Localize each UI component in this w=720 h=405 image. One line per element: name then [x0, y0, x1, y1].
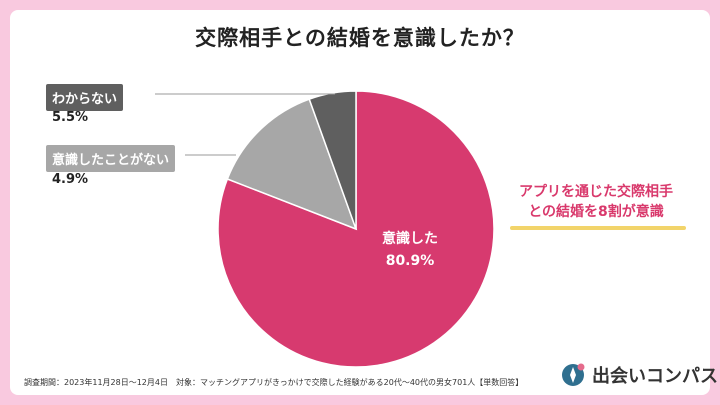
pct-wakaranai: 5.5% [52, 110, 89, 125]
pie-slice-2 [308, 90, 357, 230]
brand-logo: 出会いコンパス [560, 362, 718, 388]
label-ishiki-nai: 意識したことがない [46, 145, 176, 172]
label-wakaranai: わからない [46, 84, 124, 111]
callout-line1: アプリを通じた交際相手 [519, 184, 673, 200]
slice-label-ishiki-shita: 意識した 80.9% [375, 228, 445, 272]
slice-label-text: 意識した [382, 231, 438, 247]
callout-underline [510, 226, 686, 230]
compass-icon [562, 363, 585, 386]
slice-label-pct: 80.9% [385, 253, 435, 269]
pie-slice-0 [217, 90, 495, 368]
pct-ishiki-nai: 4.9% [52, 172, 89, 187]
callout-line2: との結婚を8割が意識 [528, 204, 664, 220]
pie-slice-1 [226, 98, 358, 231]
chart-title: 交際相手との結婚を意識したか？ [195, 26, 525, 50]
footnote: 調査期間：2023年11月28日〜12月4日 対象：マッチングアプリがきっかけで… [24, 378, 524, 387]
callout-text: アプリを通じた交際相手 との結婚を8割が意識 [506, 182, 686, 222]
brand-name: 出会いコンパス [592, 366, 718, 387]
